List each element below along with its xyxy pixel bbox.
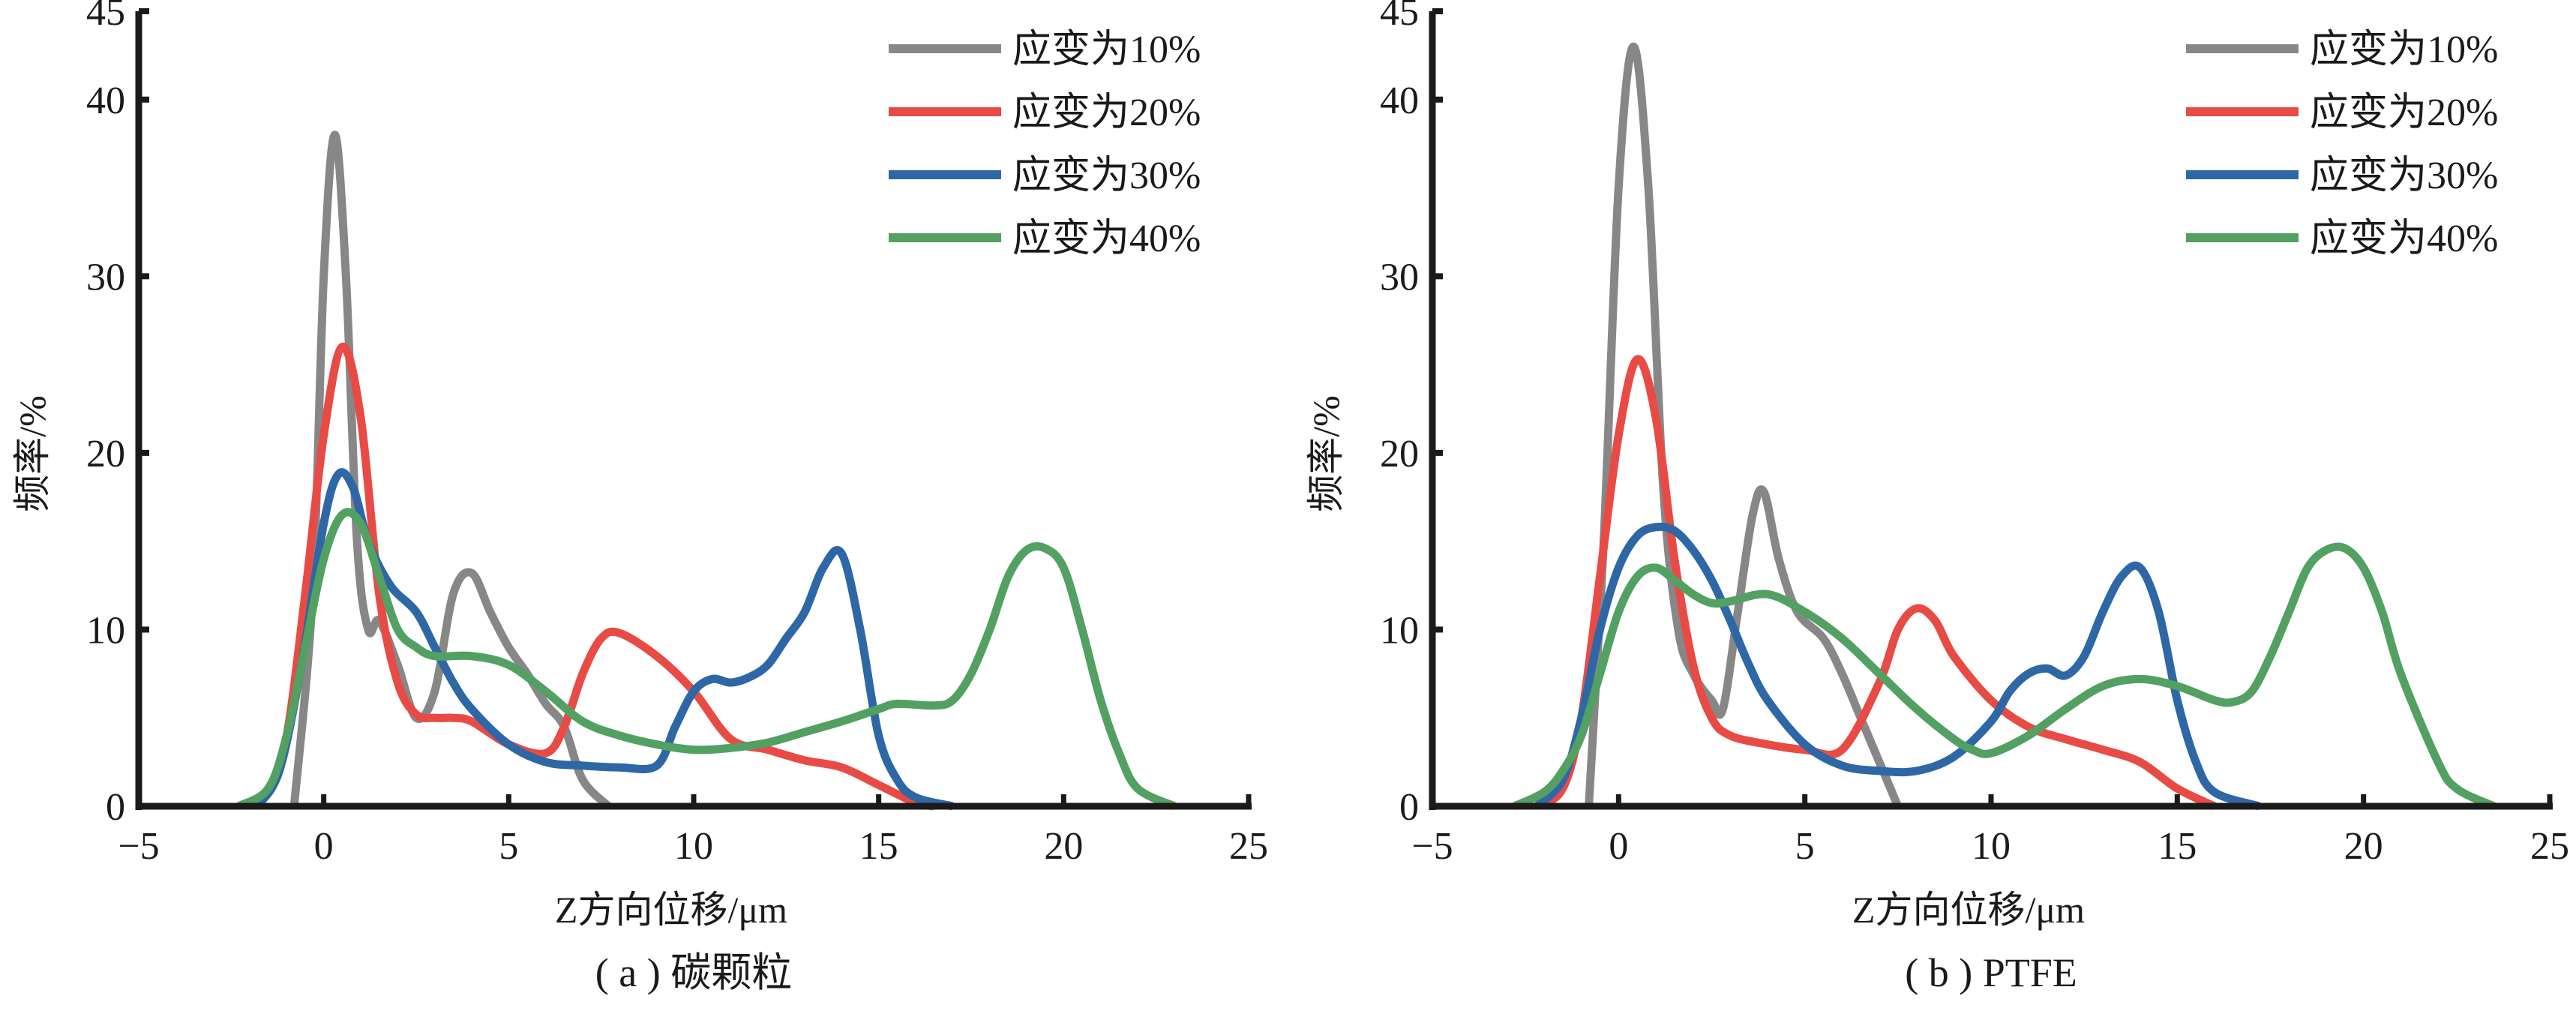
x-tick-label: 15 — [2158, 825, 2197, 868]
series-line-2 — [1534, 522, 2261, 811]
x-tick-label: −5 — [118, 825, 159, 868]
legend-label: 应变为40% — [1012, 218, 1201, 260]
x-tick-label: 10 — [674, 825, 713, 868]
y-tick-label: 30 — [86, 256, 125, 298]
legend-label: 应变为30% — [2310, 154, 2498, 197]
legend-item: 应变为30% — [2186, 154, 2498, 197]
y-tick-label: 20 — [1380, 433, 1419, 476]
legend-item: 应变为40% — [2186, 218, 2498, 260]
y-tick-label: 20 — [86, 433, 125, 476]
x-tick-label: 20 — [1044, 825, 1083, 868]
y-tick-label: 30 — [1380, 256, 1419, 298]
legend: 应变为10% 应变为20% 应变为30% 应变为40% — [2186, 28, 2498, 260]
x-tick-label: −5 — [1411, 825, 1453, 868]
panel-caption: ( a ) 碳颗粒 — [595, 950, 792, 995]
x-tick-label: 25 — [1229, 825, 1268, 868]
legend-label: 应变为30% — [1012, 154, 1201, 197]
panel-caption: ( b ) PTFE — [1905, 950, 2077, 995]
x-tick-label: 10 — [1972, 825, 2011, 868]
y-tick-label: 40 — [86, 80, 125, 122]
y-axis-title: 频率/% — [11, 395, 53, 512]
x-tick-label: 20 — [2344, 825, 2383, 868]
legend-item: 应变为10% — [2186, 28, 2498, 71]
series-line-3 — [1512, 542, 2496, 811]
series-line-0 — [1585, 42, 1902, 808]
y-tick-label: 45 — [1380, 0, 1419, 34]
x-axis-title: Z方向位移/μm — [555, 889, 787, 931]
series-line-3 — [236, 508, 1177, 811]
legend-label: 应变为10% — [2310, 28, 2498, 71]
legend-item: 应变为20% — [2186, 92, 2498, 134]
x-tick-label: 15 — [859, 825, 898, 868]
legend-label: 应变为40% — [2310, 218, 2498, 260]
legend-label: 应变为20% — [1012, 92, 1201, 134]
legend-item: 应变为20% — [889, 92, 1201, 134]
legend: 应变为10% 应变为20% 应变为30% 应变为40% — [889, 28, 1201, 260]
series-line-2 — [253, 468, 954, 811]
y-tick-label: 0 — [106, 786, 125, 829]
y-tick-label: 10 — [1380, 609, 1419, 652]
x-tick-label: 5 — [499, 825, 518, 868]
y-axis-title: 频率/% — [1305, 395, 1347, 512]
y-tick-label: 45 — [86, 0, 125, 34]
y-tick-label: 40 — [1380, 80, 1419, 122]
series-line-1 — [247, 343, 935, 811]
legend-item: 应变为40% — [889, 218, 1201, 260]
x-axis-title: Z方向位移/μm — [1852, 889, 2085, 931]
x-tick-label: 5 — [1795, 825, 1815, 868]
x-tick-label: 0 — [1609, 825, 1628, 868]
x-tick-label: 25 — [2530, 825, 2569, 868]
x-tick-label: 0 — [314, 825, 334, 868]
y-tick-label: 0 — [1399, 786, 1419, 829]
legend-label: 应变为10% — [1012, 28, 1201, 71]
legend-item: 应变为10% — [889, 28, 1201, 71]
legend-item: 应变为30% — [889, 154, 1201, 197]
legend-label: 应变为20% — [2310, 92, 2498, 134]
y-tick-label: 10 — [86, 609, 125, 652]
